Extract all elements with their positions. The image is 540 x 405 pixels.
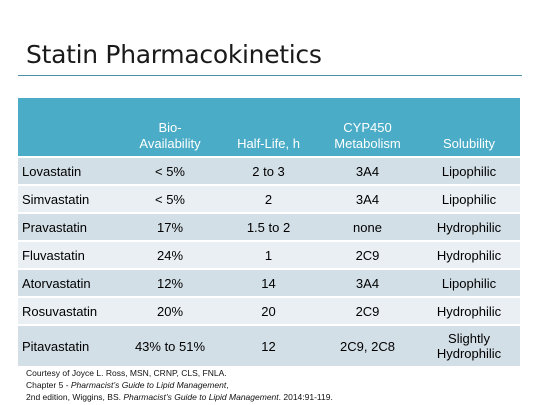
drug-name-cell: Lovastatin [18,156,120,185]
column-header-2: Half-Life, h [220,98,317,157]
footnote-line-3-prefix: 2nd edition, Wiggins, BS. [26,392,124,402]
table-cell: 3A4 [317,184,418,213]
table-cell: Lipophilic [418,184,520,213]
table-row: Pravastatin 17% 1.5 to 2 none Hydrophilic [18,212,520,241]
table-cell: 20 [220,296,317,325]
drug-name-cell: Fluvastatin [18,240,120,269]
footnote-line-3-title: Pharmacist’s Guide to Lipid Management [123,392,279,402]
table-cell: 2C9 [317,296,418,325]
footnote-line-3-suffix: . 2014:91-119. [278,392,333,402]
table-cell: 3A4 [317,268,418,297]
column-header-0 [18,98,120,157]
drug-name-cell: Atorvastatin [18,268,120,297]
table-body: Lovastatin < 5% 2 to 3 3A4 Lipophilic Simvast… [18,156,520,366]
table-cell: 12% [120,268,220,297]
table-cell: 2 [220,184,317,213]
table-cell: 3A4 [317,156,418,185]
table-cell: Slightly Hydrophilic [418,324,520,366]
drug-name-cell: Pitavastatin [18,324,120,366]
table-cell: 12 [220,324,317,366]
table-row: Simvastatin < 5% 2 3A4 Lipophilic [18,184,520,213]
footnote: Courtesy of Joyce L. Ross, MSN, CRNP, CL… [26,367,333,403]
table-cell: Hydrophilic [418,296,520,325]
footnote-line-1: Courtesy of Joyce L. Ross, MSN, CRNP, CL… [26,368,227,378]
table-cell: 2C9, 2C8 [317,324,418,366]
drug-name-cell: Rosuvastatin [18,296,120,325]
table-cell: Lipophilic [418,156,520,185]
table-header-row: Bio- Availability Half-Life, h CYP450 Metabo… [18,98,520,157]
table-cell: 2 to 3 [220,156,317,185]
table-cell: 1.5 to 2 [220,212,317,241]
table-cell: 17% [120,212,220,241]
table-row: Atorvastatin 12% 14 3A4 Lipophilic [18,268,520,297]
drug-name-cell: Pravastatin [18,212,120,241]
table-row: Rosuvastatin 20% 20 2C9 Hydrophilic [18,296,520,325]
slide-title: Statin Pharmacokinetics [26,40,322,69]
table-cell: < 5% [120,184,220,213]
table-cell: 43% to 51% [120,324,220,366]
table-row: Fluvastatin 24% 1 2C9 Hydrophilic [18,240,520,269]
column-header-4: Solubility [418,98,520,157]
table-cell: 24% [120,240,220,269]
footnote-line-2-prefix: Chapter 5 - [26,380,71,390]
statin-table: Bio- Availability Half-Life, h CYP450 Metabo… [18,98,520,366]
drug-name-cell: Simvastatin [18,184,120,213]
table-cell: Hydrophilic [418,240,520,269]
table-cell: Lipophilic [418,268,520,297]
footnote-line-3: 2nd edition, Wiggins, BS. Pharmacist’s G… [26,391,333,403]
column-header-1: Bio- Availability [120,98,220,157]
table-cell: 20% [120,296,220,325]
table-cell: 14 [220,268,317,297]
footnote-line-2-title: Pharmacist’s Guide to Lipid Management [70,380,227,390]
footnote-line-2-suffix: , [226,380,229,390]
table-cell: none [317,212,418,241]
table-row: Pitavastatin 43% to 51% 12 2C9, 2C8 Slightly… [18,324,520,366]
table-cell: 1 [220,240,317,269]
table-cell: Hydrophilic [418,212,520,241]
table-cell: < 5% [120,156,220,185]
title-divider [18,75,522,76]
column-header-3: CYP450 Metabolism [317,98,418,157]
table-cell: 2C9 [317,240,418,269]
footnote-line-2: Chapter 5 - Pharmacist’s Guide to Lipid … [26,379,333,391]
table-row: Lovastatin < 5% 2 to 3 3A4 Lipophilic [18,156,520,185]
